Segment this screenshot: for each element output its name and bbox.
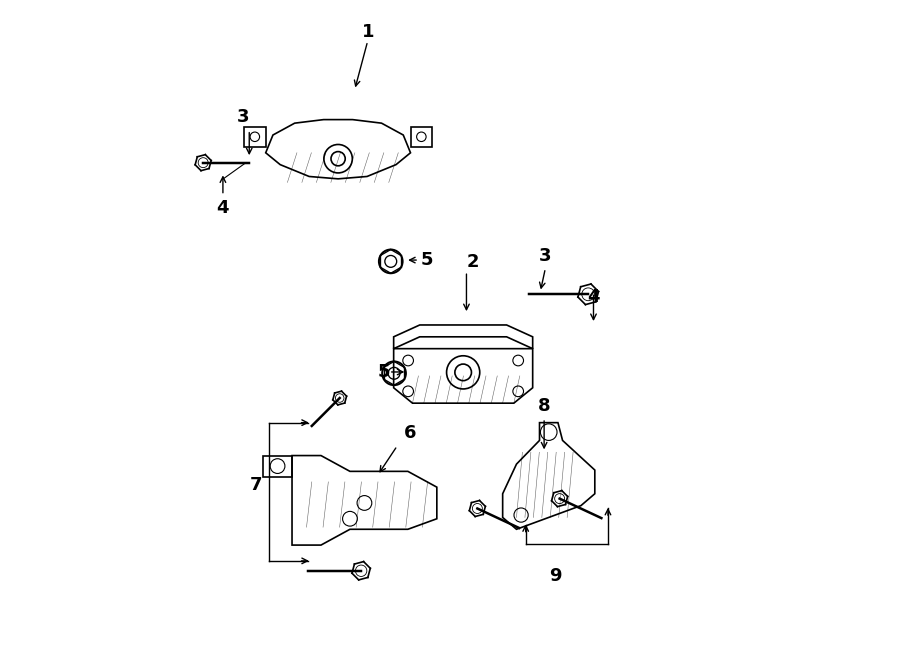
Text: 2: 2 xyxy=(466,253,479,271)
Text: 4: 4 xyxy=(217,199,230,217)
Text: 8: 8 xyxy=(538,397,551,414)
Text: 5: 5 xyxy=(420,251,433,269)
Text: 6: 6 xyxy=(404,424,417,442)
Text: 3: 3 xyxy=(237,108,249,126)
Text: 7: 7 xyxy=(250,476,263,494)
Text: 9: 9 xyxy=(549,567,562,586)
Text: 1: 1 xyxy=(362,23,374,41)
Text: 4: 4 xyxy=(587,288,599,306)
Text: 5: 5 xyxy=(378,363,390,381)
Text: 3: 3 xyxy=(539,247,552,264)
